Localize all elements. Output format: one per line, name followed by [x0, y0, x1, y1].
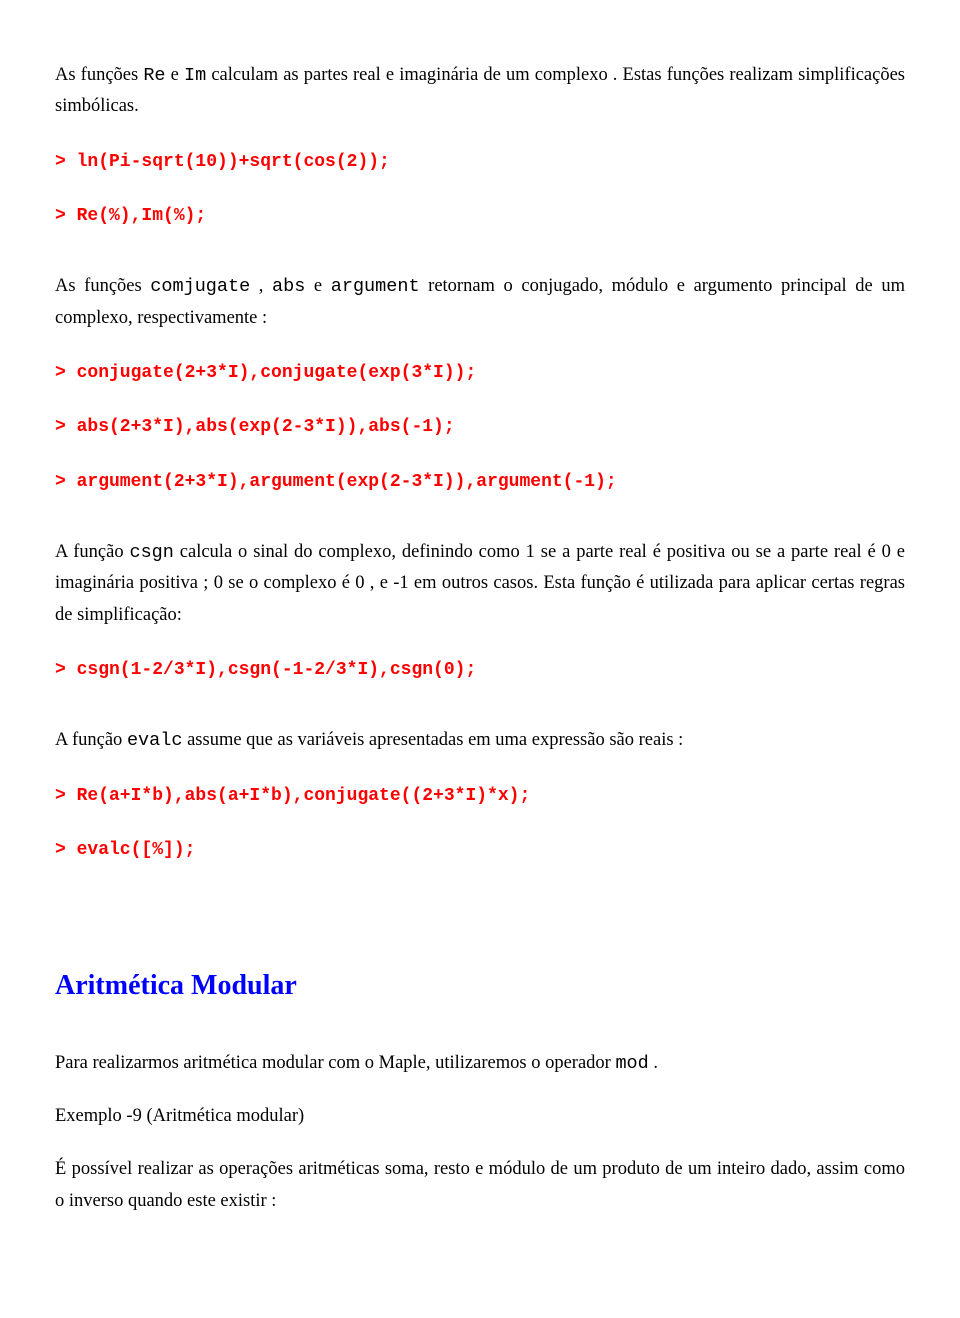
text: assume que as variáveis apresentadas em …	[182, 730, 683, 750]
fn-evalc: evalc	[127, 730, 183, 751]
fn-comjugate: comjugate	[150, 276, 250, 297]
code-line: > argument(2+3*I),argument(exp(2-3*I)),a…	[55, 465, 905, 499]
text: e	[305, 276, 330, 296]
text: .	[649, 1053, 658, 1073]
code-line: > ln(Pi-sqrt(10))+sqrt(cos(2));	[55, 145, 905, 179]
code-line: > csgn(1-2/3*I),csgn(-1-2/3*I),csgn(0);	[55, 653, 905, 687]
paragraph-mod: Para realizarmos aritmética modular com …	[55, 1048, 905, 1079]
fn-im: Im	[184, 65, 206, 86]
text: A função	[55, 730, 127, 750]
text: e	[166, 65, 184, 85]
paragraph-re-im: As funções Re e Im calculam as partes re…	[55, 60, 905, 123]
paragraph-example-label: Exemplo -9 (Aritmética modular)	[55, 1101, 905, 1132]
code-line: > Re(%),Im(%);	[55, 199, 905, 233]
section-title-aritmetica-modular: Aritmética Modular	[55, 962, 905, 1010]
code-line: > abs(2+3*I),abs(exp(2-3*I)),abs(-1);	[55, 410, 905, 444]
code-line: > evalc([%]);	[55, 833, 905, 867]
text: A função	[55, 542, 129, 562]
op-mod: mod	[615, 1053, 648, 1074]
text: ,	[250, 276, 272, 296]
text: Para realizarmos aritmética modular com …	[55, 1053, 615, 1073]
paragraph-csgn: A função csgn calcula o sinal do complex…	[55, 537, 905, 631]
code-line: > Re(a+I*b),abs(a+I*b),conjugate((2+3*I)…	[55, 779, 905, 813]
text: calcula o sinal do complexo, definindo c…	[55, 542, 905, 625]
fn-csgn: csgn	[129, 542, 173, 563]
text: As funções	[55, 65, 143, 85]
paragraph-evalc: A função evalc assume que as variáveis a…	[55, 725, 905, 756]
fn-re: Re	[143, 65, 165, 86]
code-line: > conjugate(2+3*I),conjugate(exp(3*I));	[55, 356, 905, 390]
paragraph-conjugate: As funções comjugate , abs e argument re…	[55, 271, 905, 334]
fn-abs: abs	[272, 276, 305, 297]
paragraph-operations: É possível realizar as operações aritmét…	[55, 1154, 905, 1217]
text: As funções	[55, 276, 150, 296]
fn-argument: argument	[331, 276, 420, 297]
